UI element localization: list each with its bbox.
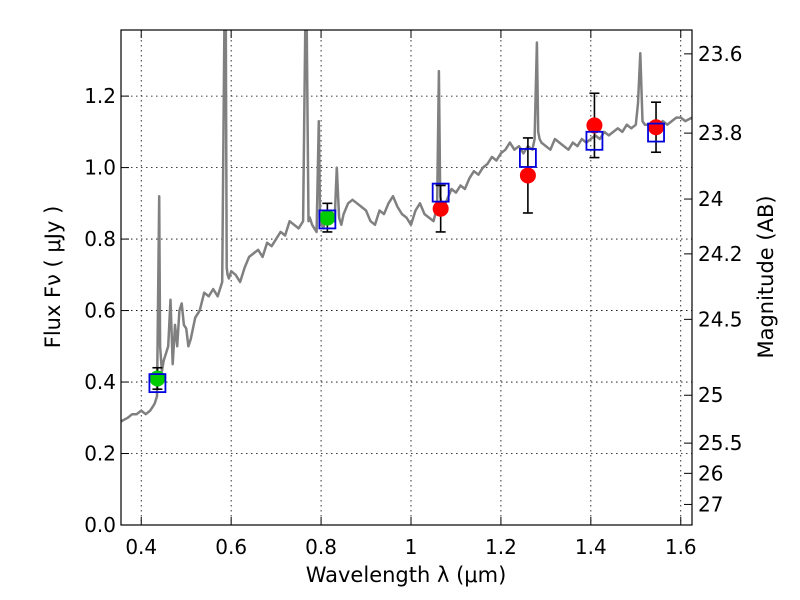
spectrum-series bbox=[121, 30, 692, 423]
y-tick-label-5: 1.0 bbox=[84, 156, 116, 180]
y2-tick-label-0: 23.6 bbox=[698, 42, 743, 66]
y2-tick-label-1: 23.8 bbox=[698, 121, 743, 145]
y-tick-label-4: 0.8 bbox=[84, 227, 116, 251]
x-tick-label-6: 1.6 bbox=[665, 535, 697, 559]
x-tick-label-0: 0.4 bbox=[125, 535, 157, 559]
y2-tick-label-3: 24.2 bbox=[698, 242, 743, 266]
data-point-2-1 bbox=[519, 167, 536, 184]
grid-lines bbox=[121, 30, 692, 526]
x-tick-label-5: 1.4 bbox=[575, 535, 607, 559]
spectrum-line bbox=[121, 30, 692, 423]
x-tick-label-3: 1 bbox=[405, 535, 418, 559]
y2-tick-label-8: 27 bbox=[698, 492, 723, 516]
data-point-2-2 bbox=[586, 117, 603, 134]
y-axis-label: Flux Fν ( μJy ) bbox=[41, 206, 65, 349]
x-tick-label-1: 0.6 bbox=[215, 535, 247, 559]
plot-frame bbox=[120, 29, 693, 526]
model-box-2 bbox=[431, 182, 450, 203]
y2-tick-label-6: 25.5 bbox=[698, 431, 743, 455]
y2-tick-label-2: 24 bbox=[698, 187, 723, 211]
y2-tick-label-4: 24.5 bbox=[698, 307, 743, 331]
data-point-2-3 bbox=[648, 119, 665, 136]
y-tick-label-6: 1.2 bbox=[84, 84, 116, 108]
axis-ticks: 0.4 0.6 0.8 1 1.2 1.4 1.6 0.0 0.2 0.4 0.6 0.8 1.0 1.2… bbox=[84, 30, 743, 559]
data-point-1-0 bbox=[149, 370, 166, 387]
y-tick-label-1: 0.2 bbox=[84, 442, 116, 466]
x-axis-label: Wavelength λ (μm) bbox=[306, 563, 507, 587]
data-point-1-1 bbox=[319, 209, 336, 226]
y2-tick-label-5: 25 bbox=[698, 383, 723, 407]
y-tick-label-0: 0.0 bbox=[84, 513, 116, 537]
model-box-4 bbox=[585, 130, 604, 151]
model-box-1 bbox=[318, 209, 337, 230]
model-box-3 bbox=[518, 148, 537, 168]
model-box-5 bbox=[647, 122, 665, 143]
y-tick-label-2: 0.4 bbox=[84, 370, 116, 394]
photometry-points bbox=[148, 92, 665, 394]
data-point-2-0 bbox=[432, 200, 449, 217]
x-tick-label-2: 0.8 bbox=[305, 535, 337, 559]
x-tick-label-4: 1.2 bbox=[485, 535, 517, 559]
y-tick-label-3: 0.6 bbox=[84, 299, 116, 323]
y2-tick-label-7: 26 bbox=[698, 461, 723, 485]
model-box-0 bbox=[148, 373, 167, 394]
y2-axis-label: Magnitude (AB) bbox=[754, 195, 778, 358]
